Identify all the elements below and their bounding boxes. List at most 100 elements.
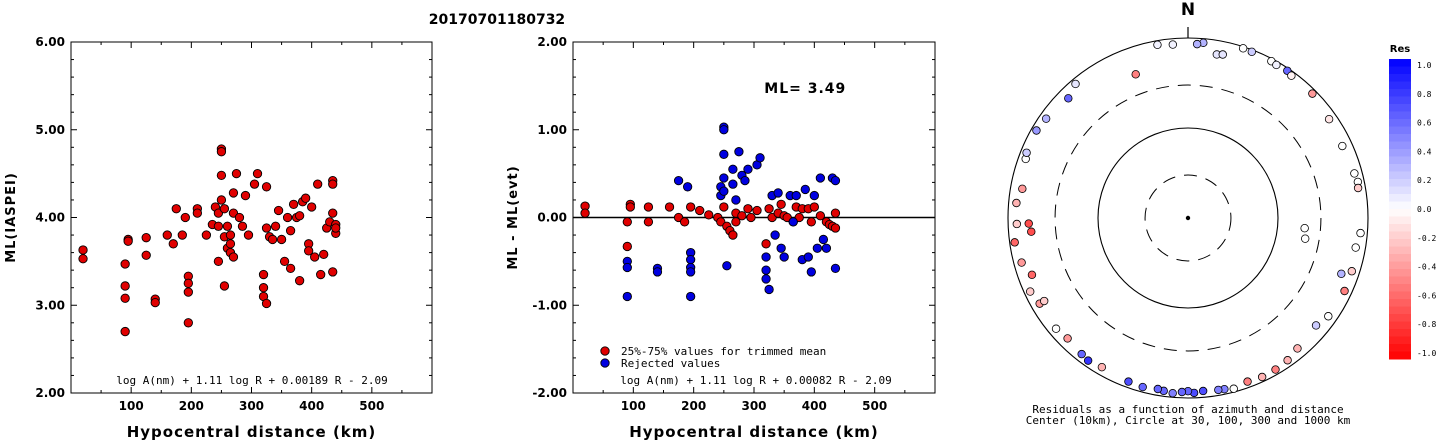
formula-text: log A(nm) + 1.11 log R + 0.00082 R - 2.0…: [620, 374, 892, 387]
data-point: [300, 193, 311, 203]
data-point: [177, 230, 187, 240]
data-point: [258, 283, 269, 293]
y-tick-label: 1.00: [537, 123, 567, 137]
colorbar-cell: [1389, 231, 1411, 240]
data-point: [704, 210, 714, 220]
data-point: [643, 217, 654, 227]
middle-scatter-panel: 100 200 300 400 500 -2.00 -1.00 0.00 1.00 2.00 Hyp…: [506, 35, 936, 441]
residual-point: [1032, 126, 1041, 135]
ml-annotation: ML= 3.49: [764, 81, 846, 97]
colorbar-tick-label: -0.2: [1417, 234, 1436, 243]
residual-point: [1337, 269, 1346, 279]
data-point: [776, 243, 786, 253]
data-point: [686, 267, 696, 277]
data-point: [800, 184, 810, 195]
formula-text: log A(nm) + 1.11 log R + 0.00189 R - 2.0…: [116, 374, 388, 387]
data-point: [252, 168, 263, 179]
residual-point: [1229, 384, 1238, 393]
data-point: [791, 190, 801, 201]
colorbar-tick-label: 0.0: [1417, 205, 1432, 214]
data-point: [821, 243, 832, 253]
data-point: [695, 205, 705, 216]
data-point: [216, 195, 227, 205]
colorbar-cell: [1389, 216, 1411, 225]
data-point: [743, 164, 753, 174]
data-point: [270, 221, 281, 231]
residual-point: [1324, 312, 1333, 321]
colorbar-cell: [1389, 201, 1411, 210]
colorbar-tick-label: -0.4: [1417, 263, 1436, 272]
residual-point: [1064, 94, 1073, 103]
legend-label: Rejected values: [621, 357, 720, 370]
residual-point: [1027, 270, 1037, 279]
residual-point: [1257, 372, 1267, 382]
data-point: [815, 173, 826, 183]
data-point: [740, 175, 750, 186]
data-point: [237, 221, 248, 231]
data-point: [319, 249, 329, 260]
data-point: [719, 186, 729, 196]
colorbar-cell: [1389, 149, 1411, 157]
colorbar-cell: [1389, 321, 1411, 330]
residual-point: [1351, 243, 1360, 252]
data-point: [123, 236, 133, 246]
data-point: [719, 173, 729, 183]
residual-point: [1247, 47, 1256, 57]
data-point: [120, 281, 130, 291]
colorbar-cell: [1389, 269, 1411, 277]
x-tick-label: 500: [862, 399, 887, 413]
data-point: [288, 199, 299, 209]
residual-point: [1124, 377, 1133, 386]
residual-point: [1243, 377, 1252, 386]
data-point: [734, 147, 744, 157]
residual-point: [1353, 183, 1363, 193]
colorbar-cell: [1389, 299, 1411, 307]
x-tick-label: 300: [239, 399, 264, 413]
data-point: [815, 211, 826, 221]
data-point: [162, 230, 172, 240]
colorbar-tick-label: 1.0: [1417, 61, 1432, 70]
residual-point: [1271, 365, 1280, 374]
data-point: [168, 239, 178, 249]
residual-point: [1311, 321, 1321, 330]
data-point: [830, 263, 841, 274]
residual-point: [1097, 362, 1107, 372]
data-point: [664, 202, 675, 212]
data-point: [761, 252, 771, 262]
data-point: [313, 179, 323, 189]
data-point: [737, 211, 747, 221]
y-tick-label: 2.00: [537, 35, 567, 49]
data-point: [779, 252, 789, 262]
data-point: [728, 164, 738, 174]
residual-point: [1218, 50, 1227, 59]
residual-point: [1347, 267, 1357, 276]
data-point: [231, 168, 242, 179]
data-point: [192, 208, 203, 218]
data-point: [719, 125, 729, 135]
colorbar-cell: [1389, 66, 1411, 75]
colorbar-cell: [1389, 164, 1411, 172]
data-point: [201, 230, 212, 240]
data-point: [279, 256, 290, 267]
circle-100km: [1097, 127, 1279, 309]
colorbar-tick-label: 0.2: [1417, 176, 1432, 185]
data-point: [818, 234, 829, 245]
data-point: [580, 208, 590, 218]
colorbar-cell: [1389, 224, 1411, 232]
residual-point: [1027, 227, 1036, 236]
data-point: [183, 287, 193, 297]
data-point: [328, 267, 338, 277]
colorbar-tick-label: -0.6: [1417, 291, 1436, 300]
colorbar-cell: [1389, 209, 1411, 217]
colorbar-cell: [1389, 156, 1411, 165]
data-point: [761, 265, 771, 275]
data-point: [743, 204, 753, 214]
data-point: [679, 217, 690, 227]
data-point: [216, 170, 227, 181]
residual-point: [1039, 296, 1049, 306]
data-point: [731, 195, 741, 205]
colorbar-cell: [1389, 261, 1411, 270]
x-tick-label: 300: [741, 399, 766, 413]
colorbar-cell: [1389, 351, 1411, 360]
y-tick-label: 0.00: [537, 211, 567, 225]
